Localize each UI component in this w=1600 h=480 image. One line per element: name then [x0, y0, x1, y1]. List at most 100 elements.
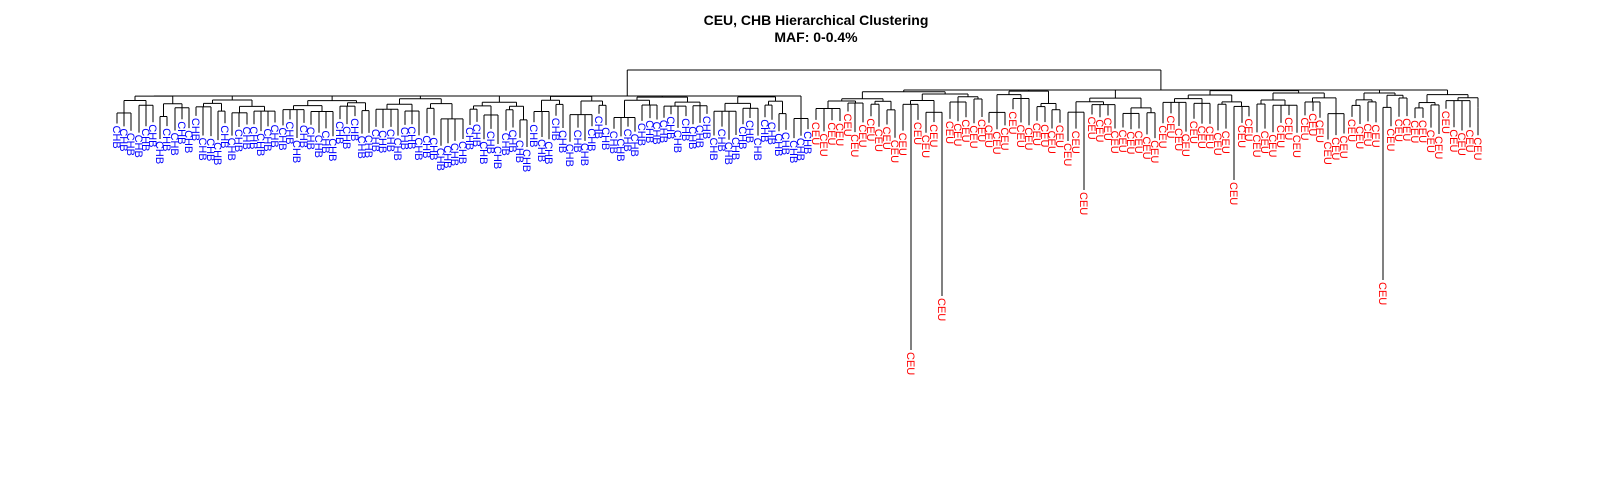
leaf-label-ceu: CEU [1085, 116, 1097, 139]
leaf-label-ceu: CEU [935, 298, 947, 321]
leaf-label-chb: CHB [312, 135, 324, 158]
leaf-label-ceu: CEU [1376, 282, 1388, 305]
leaf-label-ceu: CEU [911, 122, 923, 145]
leaf-label-ceu: CEU [1408, 120, 1420, 143]
leaf-label-ceu: CEU [817, 133, 829, 156]
leaf-label-chb: CHB [160, 128, 172, 151]
leaf-label-chb: CHB [556, 130, 568, 153]
leaf-label-chb: CHB [168, 133, 180, 156]
leaf-label-ceu: CEU [856, 124, 868, 147]
leaf-label-ceu: CEU [1069, 131, 1081, 154]
leaf-label-chb: CHB [599, 127, 611, 150]
leaf-label-chb: CHB [304, 127, 316, 150]
leaf-label-ceu: CEU [1235, 125, 1247, 148]
chart-title: CEU, CHB Hierarchical Clustering MAF: 0-… [0, 12, 1600, 46]
leaf-label-chb: CHB [348, 118, 360, 141]
leaf-label-chb: CHB [650, 122, 662, 145]
leaf-label-ceu: CEU [1471, 137, 1483, 160]
leaf-label-chb: CHB [657, 120, 669, 143]
leaf-label-ceu: CEU [1290, 135, 1302, 158]
leaf-label-chb: CHB [715, 129, 727, 152]
leaf-label-ceu: CEU [1164, 115, 1176, 138]
leaf-label-ceu: CEU [1156, 125, 1168, 148]
leaf-label-ceu: CEU [880, 127, 892, 150]
leaf-label-ceu: CEU [1306, 113, 1318, 136]
leaf-label-chb: CHB [758, 119, 770, 142]
leaf-label-ceu: CEU [1101, 118, 1113, 141]
leaf-label-ceu: CEU [1148, 140, 1160, 163]
leaf-label-chb: CHB [110, 126, 122, 149]
leaf-label-chb: CHB [398, 127, 410, 150]
leaf-label-chb: CHB [211, 142, 223, 165]
leaf-label-chb: CHB [707, 137, 719, 160]
leaf-label-chb: CHB [391, 138, 403, 161]
leaf-label-ceu: CEU [896, 133, 908, 156]
leaf-label-chb: CHB [563, 144, 575, 167]
leaf-label-ceu: CEU [1298, 117, 1310, 140]
leaf-label-chb: CHB [506, 129, 518, 152]
leaf-label-chb: CHB [787, 140, 799, 163]
leaf-label-chb: CHB [319, 130, 331, 153]
leaf-label-ceu: CEU [1077, 192, 1089, 215]
leaf-label-chb: CHB [182, 130, 194, 153]
leaf-label-ceu: CEU [1045, 131, 1057, 154]
leaf-label-chb: CHB [427, 137, 439, 160]
leaf-label-ceu: CEU [1187, 121, 1199, 144]
leaf-label-chb: CHB [499, 133, 511, 156]
leaf-label-chb: CHB [671, 130, 683, 153]
leaf-label-ceu: CEU [1227, 182, 1239, 205]
leaf-label-chb: CHB [520, 149, 532, 172]
leaf-label-chb: CHB [585, 128, 597, 151]
leaf-label-ceu: CEU [1392, 119, 1404, 142]
leaf-label-ceu: CEU [1116, 130, 1128, 153]
leaf-label-ceu: CEU [1211, 132, 1223, 155]
leaf-label-ceu: CEU [1179, 134, 1191, 157]
leaf-label-chb: CHB [146, 124, 158, 147]
leaf-label-ceu: CEU [1439, 111, 1451, 134]
leaf-label-chb: CHB [751, 138, 763, 161]
leaf-label-chb: CHB [376, 130, 388, 153]
leaf-label-ceu: CEU [990, 131, 1002, 154]
leaf-label-chb: CHB [412, 137, 424, 160]
leaf-label-ceu: CEU [809, 122, 821, 145]
leaf-label-ceu: CEU [982, 125, 994, 148]
leaf-label-chb: CHB [333, 121, 345, 144]
leaf-label-chb: CHB [225, 138, 237, 161]
leaf-label-ceu: CEU [1369, 124, 1381, 147]
leaf-label-ceu: CEU [1250, 134, 1262, 157]
leaf-label-chb: CHB [247, 126, 259, 149]
leaf-label-chb: CHB [801, 131, 813, 154]
leaf-label-chb: CHB [369, 129, 381, 152]
leaf-label-chb: CHB [326, 138, 338, 161]
leaf-label-ceu: CEU [975, 119, 987, 142]
leaf-label-chb: CHB [491, 146, 503, 169]
leaf-label-chb: CHB [743, 120, 755, 143]
leaf-label-chb: CHB [355, 136, 367, 159]
leaf-label-chb: CHB [571, 130, 583, 153]
leaf-label-ceu: CEU [1038, 124, 1050, 147]
leaf-label-ceu: CEU [1353, 126, 1365, 149]
leaf-label-chb: CHB [614, 138, 626, 161]
leaf-label-chb: CHB [686, 126, 698, 149]
leaf-label-ceu: CEU [1432, 136, 1444, 159]
leaf-label-ceu: CEU [998, 127, 1010, 150]
leaf-label-ceu: CEU [864, 118, 876, 141]
leaf-label-chb: CHB [384, 129, 396, 152]
leaf-label-chb: CHB [290, 140, 302, 163]
leaf-label-ceu: CEU [872, 129, 884, 152]
leaf-label-chb: CHB [463, 127, 475, 150]
leaf-label-chb: CHB [592, 116, 604, 139]
leaf-label-ceu: CEU [927, 124, 939, 147]
leaf-label-ceu: CEU [1258, 131, 1270, 154]
leaf-label-chb: CHB [117, 128, 129, 151]
chart-title-line-1: CEU, CHB Hierarchical Clustering [703, 12, 929, 28]
leaf-label-chb: CHB [765, 122, 777, 145]
leaf-label-chb: CHB [153, 141, 165, 164]
leaf-label-chb: CHB [218, 125, 230, 148]
leaf-label-ceu: CEU [1242, 118, 1254, 141]
leaf-label-chb: CHB [607, 131, 619, 154]
leaf-label-ceu: CEU [1321, 142, 1333, 165]
leaf-label-ceu: CEU [1030, 123, 1042, 146]
leaf-label-chb: CHB [441, 145, 453, 168]
leaf-label-chb: CHB [621, 129, 633, 152]
